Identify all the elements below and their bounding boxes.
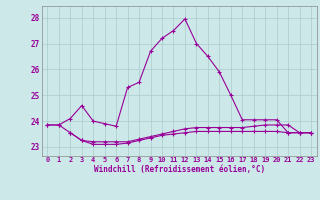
X-axis label: Windchill (Refroidissement éolien,°C): Windchill (Refroidissement éolien,°C) (94, 165, 265, 174)
